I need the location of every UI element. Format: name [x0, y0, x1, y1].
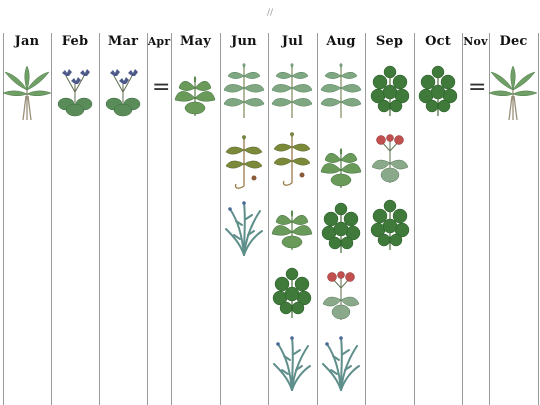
plant-jan — [2, 65, 52, 121]
month-header-nov: Nov — [463, 35, 488, 48]
plant-sep-3 — [370, 199, 410, 251]
plant-jul-2 — [273, 131, 311, 186]
plant-jun-1 — [223, 62, 265, 119]
month-header-apr: Apr — [147, 35, 171, 48]
plant-sep-2 — [371, 133, 409, 184]
column-divider — [365, 33, 366, 405]
plant-aug-3 — [321, 202, 361, 254]
column-divider — [414, 33, 415, 405]
column-divider — [99, 33, 100, 405]
column-divider — [489, 33, 490, 405]
column-divider — [538, 33, 539, 405]
plant-mar — [105, 68, 141, 117]
plant-jul-3 — [271, 209, 313, 251]
column-divider — [3, 33, 4, 405]
plant-jul-1 — [271, 62, 313, 119]
column-divider — [171, 33, 172, 405]
column-divider — [317, 33, 318, 405]
plant-aug-4 — [322, 270, 360, 321]
column-divider — [220, 33, 221, 405]
month-header-aug: Aug — [326, 34, 356, 49]
plant-aug-5 — [322, 335, 360, 391]
month-header-jul: Jul — [281, 34, 304, 49]
month-header-jun: Jun — [231, 34, 257, 49]
plant-jun-3 — [225, 200, 263, 256]
column-divider — [462, 33, 463, 405]
column-divider — [268, 33, 269, 405]
plant-feb — [57, 68, 93, 117]
plant-sep-1 — [370, 65, 410, 117]
plant-dec — [488, 65, 538, 121]
plant-aug-2 — [320, 147, 362, 189]
plant-jul-4 — [272, 267, 312, 319]
column-divider — [51, 33, 52, 405]
plant-jul-5 — [273, 335, 311, 391]
month-header-sep: Sep — [375, 34, 404, 49]
plant-aug-1 — [320, 62, 362, 119]
month-header-dec: Dec — [499, 34, 528, 49]
plant-may — [174, 75, 216, 117]
plant-oct — [418, 65, 458, 117]
month-header-oct: Oct — [425, 34, 451, 49]
month-header-feb: Feb — [61, 34, 89, 49]
gap-mark-apr: = — [152, 75, 171, 100]
page-mark: // — [266, 8, 274, 18]
plant-jun-2 — [225, 134, 263, 189]
month-header-mar: Mar — [107, 34, 139, 49]
gap-mark-nov: = — [468, 75, 487, 100]
month-header-jan: Jan — [14, 34, 40, 49]
month-header-may: May — [180, 34, 211, 49]
column-divider — [147, 33, 148, 405]
